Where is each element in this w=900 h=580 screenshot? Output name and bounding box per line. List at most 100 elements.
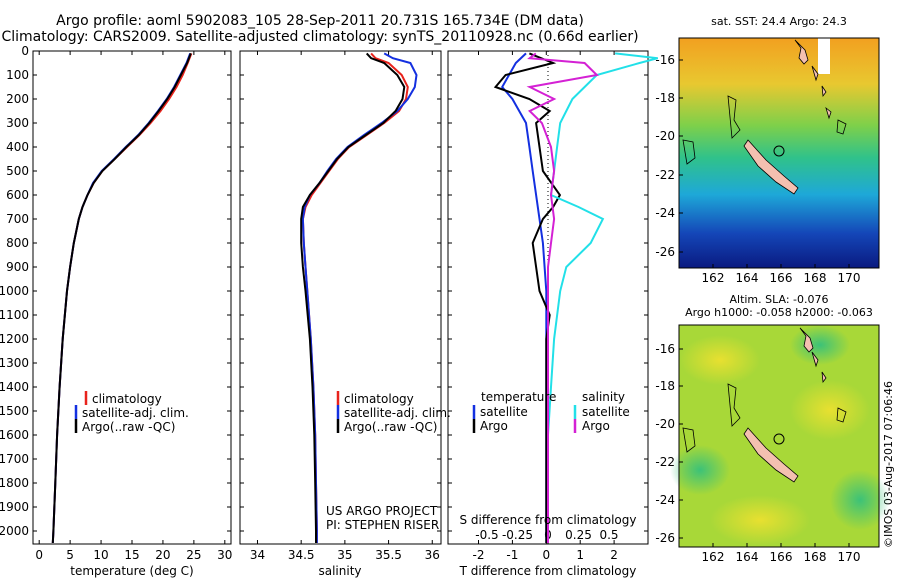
temperature-panel-frame [32,50,232,545]
legend-label-argo: Argo(..raw -QC) [82,420,175,434]
lat-tick-label: -22 [655,455,675,469]
sst-missing-data [818,38,830,74]
lat-tick-label: -18 [655,379,675,393]
legend-label-sal-satellite: satellite [582,405,630,419]
y-tick-label: 400 [6,140,29,154]
y-tick-label: 1100 [0,308,29,322]
x-tick-label: 35 [337,548,352,562]
sst-coastline-north [794,39,832,120]
sst-new-caledonia [743,139,799,195]
sla-map-title-line2: Argo h1000: -0.058 h2000: -0.063 [685,306,873,319]
series-line-salinity-satellite [547,52,659,543]
series-line-argo-raw-qc- [51,53,192,544]
difference-legend: temperature salinity satellite Argo sate… [472,390,630,433]
sla-low-blob [670,445,730,495]
y-tick-label: 100 [6,68,29,82]
difference-xlabel2: S difference from climatology [460,513,637,527]
temperature-axes: 0100200300400500600700800900100011001200… [0,44,232,562]
difference-series [493,52,659,543]
lat-tick-label: -24 [655,493,675,507]
temperature-series [51,53,193,544]
temperature-xlabel: temperature (deg C) [70,564,193,578]
legend-label-sal-argo: Argo [582,419,610,433]
series-line-climatology [51,53,193,544]
lon-tick-label: 170 [838,550,861,564]
x-tick-label: 5 [66,548,74,562]
x-tick-label: 1 [576,548,584,562]
y-tick-label: 500 [6,164,29,178]
salinity-series [300,52,418,543]
x-tick-label: -1 [506,548,518,562]
map-tick-labels: 162 164 166 168 170 -16 -18 -20 -22 -24 -26 162 164 1… [655,53,860,564]
sla-map-title-line1: Altim. SLA: -0.076 [729,293,829,306]
sla-high-blob [710,495,810,545]
project-credit: US ARGO PROJECT [326,504,438,518]
x-tick-label: 25 [186,548,201,562]
lat-tick-label: -20 [655,417,675,431]
pi-credit: PI: STEPHEN RISER [326,518,439,532]
x-tick-label: 36 [425,548,440,562]
difference-xlabel: T difference from climatology [459,564,637,578]
series-line-temperature-argo [493,52,562,543]
lon-tick-label: 168 [804,271,827,285]
y-tick-label: 1200 [0,332,29,346]
x2-tick-label: -0.5 [475,528,498,542]
x-tick-label: 10 [93,548,108,562]
y-tick-label: 1500 [0,404,29,418]
salinity-legend: climatology satellite-adj. clim. Argo(..… [336,391,451,434]
series-line-climatology [301,52,409,543]
y-tick-label: 1300 [0,356,29,370]
figure-title-line2: Climatology: CARS2009. Satellite-adjuste… [1,29,639,45]
x2-tick-label: -0.25 [502,528,533,542]
series-line-satellite-adj-clim- [51,53,192,544]
x-tick-label: 2 [610,548,618,562]
y-tick-label: 2000 [0,524,29,538]
y-tick-label: 300 [6,116,29,130]
temperature-legend: climatology satellite-adj. clim. Argo(..… [74,391,189,434]
y-tick-label: 1600 [0,428,29,442]
sst-map-frame [678,37,880,269]
sst-float-location [773,145,785,157]
lon-tick-label: 164 [736,271,759,285]
x-tick-label: 0 [35,548,43,562]
legend-temperature-heading: temperature [481,390,556,404]
sla-coastline-outline [682,383,847,453]
sst-map-title: sat. SST: 24.4 Argo: 24.3 [711,15,847,28]
x2-tick-label: 0.25 [565,528,592,542]
sla-map-frame [678,324,880,548]
salinity-axes: 34 34.5 35 35.5 36 [240,50,441,562]
lon-tick-label: 164 [736,550,759,564]
legend-label-temp-satellite: satellite [480,405,528,419]
sst-coastline-outline [682,95,847,165]
y-tick-label: 600 [6,188,29,202]
sla-low-blob [790,325,850,365]
sla-coastline-north [799,327,827,384]
legend-label-temp-argo: Argo [480,419,508,433]
lon-tick-label: 162 [702,550,725,564]
lat-tick-label: -18 [655,91,675,105]
lat-tick-label: -26 [655,531,675,545]
series-line-salinity-argo [526,52,599,543]
x-tick-label: 34.5 [288,548,315,562]
sla-float-location [773,433,785,445]
x-tick-label: -2 [473,548,485,562]
lat-tick-label: -24 [655,206,675,220]
sla-low-blob [830,470,890,530]
x-tick-label: 34 [250,548,265,562]
legend-label-satellite: satellite-adj. clim. [344,406,451,420]
salinity-xlabel: salinity [318,564,361,578]
legend-label-satellite: satellite-adj. clim. [82,406,189,420]
legend-label-argo: Argo(..raw -QC) [344,420,437,434]
y-tick-label: 900 [6,260,29,274]
y-tick-label: 1000 [0,284,29,298]
x2-tick-label: 0.5 [599,528,618,542]
x-tick-label: 15 [124,548,139,562]
x-tick-label: 30 [217,548,232,562]
sla-map [670,324,890,548]
sla-new-caledonia [743,427,799,483]
y-tick-label: 1800 [0,476,29,490]
sst-field [679,38,879,268]
lat-tick-label: -16 [655,342,675,356]
